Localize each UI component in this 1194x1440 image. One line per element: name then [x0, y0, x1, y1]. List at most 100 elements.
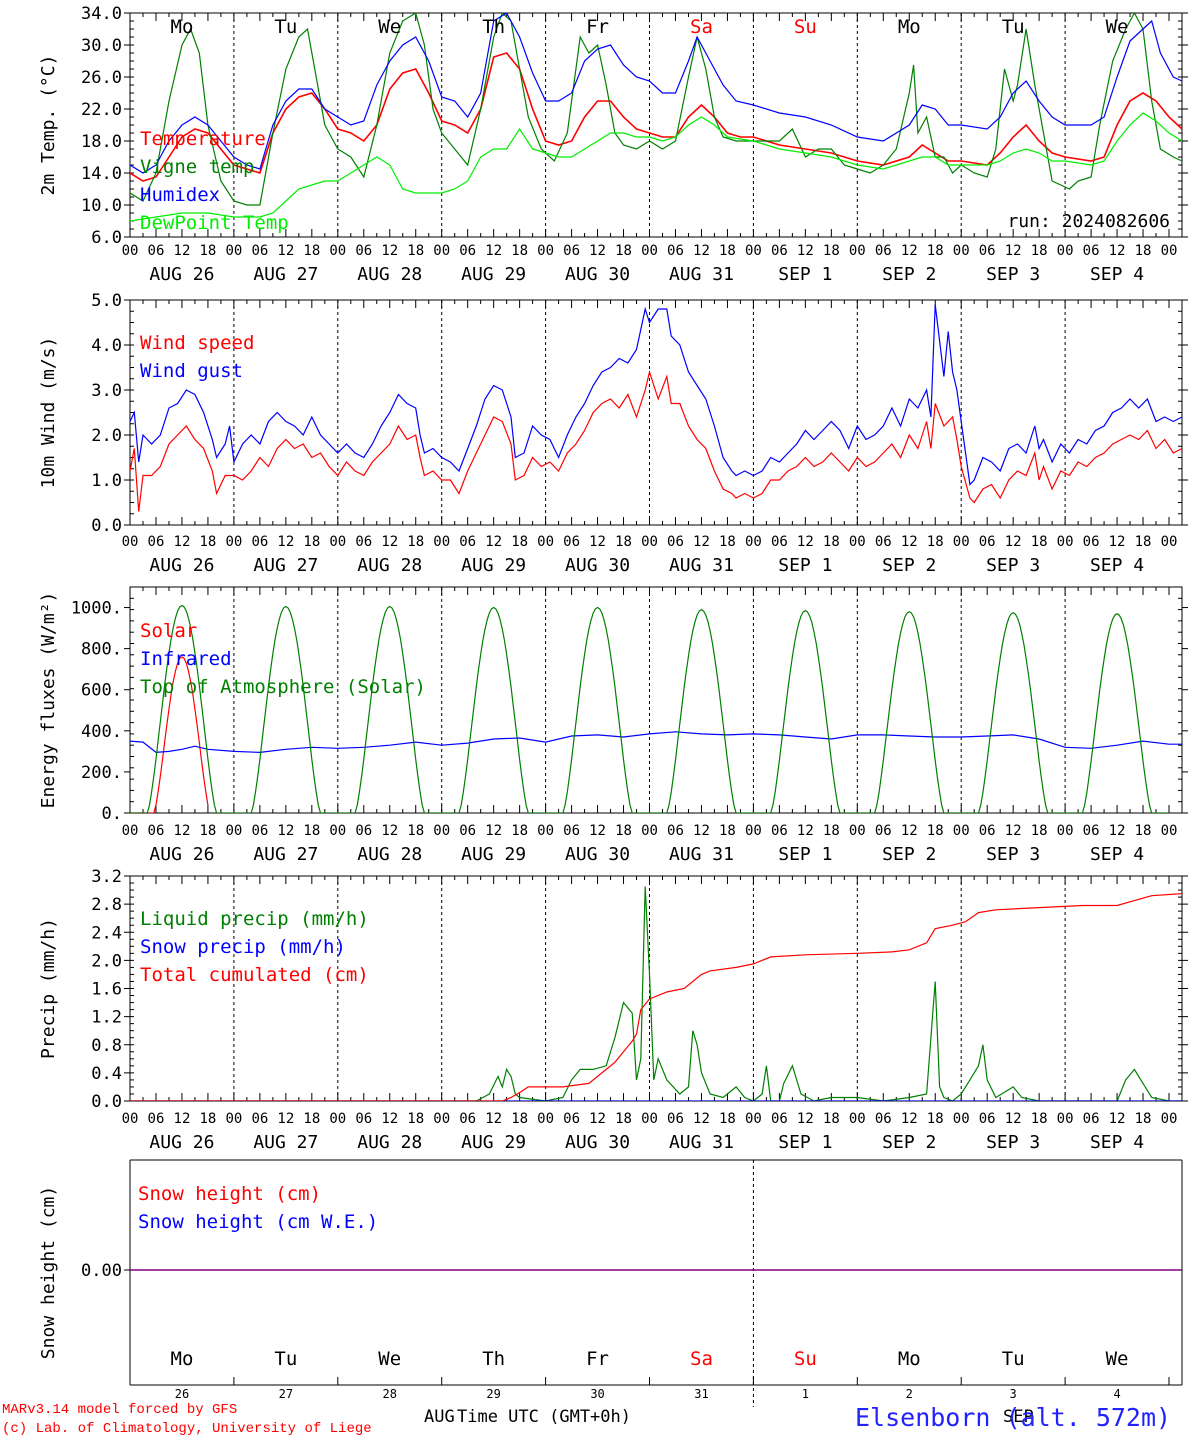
weekday-label: Fr [586, 1348, 609, 1370]
series-line-wind-gust [130, 304, 1182, 486]
legend-entry: Wind gust [140, 360, 243, 382]
hour-tick-label: 00 [1057, 823, 1074, 839]
hour-tick-label: 00 [1057, 534, 1074, 550]
hour-tick-label: 18 [407, 243, 424, 259]
day-number: 1 [802, 1387, 809, 1401]
series-line-vigne-temp [130, 13, 1182, 206]
month-left: AUG [424, 1407, 455, 1427]
y-tick-label: 0.0 [91, 516, 122, 536]
y-tick-label: 0.4 [91, 1064, 122, 1084]
hour-tick-label: 00 [641, 1111, 658, 1127]
weekday-label: Mo [898, 1348, 921, 1370]
series-line-dewpoint-temp [130, 112, 1182, 222]
y-tick-label: 30.0 [81, 36, 122, 56]
hour-tick-label: 00 [122, 1111, 139, 1127]
date-label: SEP 4 [1090, 844, 1144, 865]
y-tick-label: 3.0 [91, 381, 122, 401]
hour-tick-label: 18 [407, 534, 424, 550]
legend-entry: Vigne temp [140, 156, 254, 178]
hour-tick-label: 18 [927, 243, 944, 259]
y-tick-label: 0.00 [81, 1261, 122, 1281]
hour-tick-label: 18 [199, 823, 216, 839]
weekday-label: Mo [898, 16, 921, 38]
hour-tick-label: 12 [1109, 1111, 1126, 1127]
hour-tick-label: 00 [849, 534, 866, 550]
series-line-solar [130, 656, 209, 813]
y-axis-label: Snow height (cm) [38, 1186, 59, 1359]
date-label: AUG 28 [357, 1132, 422, 1153]
y-tick-label: 2.4 [91, 923, 122, 943]
hour-tick-label: 00 [745, 534, 762, 550]
weekday-label: Mo [171, 16, 194, 38]
date-label: AUG 28 [357, 555, 422, 576]
hour-tick-label: 18 [199, 534, 216, 550]
panel-1: 0.0 1.0 2.0 3.0 4.0 5.0 00 06 12 18 00 06 12 18 00 06 12… [38, 291, 1188, 576]
y-tick-label: 34.0 [81, 4, 122, 24]
hour-tick-label: 06 [148, 823, 165, 839]
date-label: AUG 31 [669, 844, 734, 865]
y-axis-label: Energy fluxes (W/m²) [38, 592, 59, 809]
hour-tick-label: 06 [459, 243, 476, 259]
y-tick-label: 1.2 [91, 1008, 122, 1028]
hour-tick-label: 18 [823, 243, 840, 259]
weekday-label: Su [794, 16, 817, 38]
date-label: AUG 30 [565, 264, 630, 285]
hour-tick-label: 12 [797, 534, 814, 550]
date-label: AUG 27 [253, 555, 318, 576]
day-number: 27 [279, 1387, 293, 1401]
plot-frame [129, 586, 1183, 814]
date-label: SEP 3 [986, 555, 1040, 576]
hour-tick-label: 18 [1031, 1111, 1048, 1127]
hour-tick-label: 18 [615, 823, 632, 839]
hour-tick-label: 12 [901, 1111, 918, 1127]
hour-tick-label: 06 [875, 823, 892, 839]
y-tick-label: 10.0 [81, 196, 122, 216]
hour-tick-label: 00 [953, 243, 970, 259]
y-tick-label: 600. [81, 681, 122, 701]
weekday-label: Mo [171, 1348, 194, 1370]
y-tick-label: 5.0 [91, 291, 122, 311]
hour-tick-label: 06 [771, 823, 788, 839]
hour-tick-label: 00 [225, 1111, 242, 1127]
hour-tick-label: 00 [122, 823, 139, 839]
hour-tick-label: 18 [927, 1111, 944, 1127]
date-label: SEP 4 [1090, 555, 1144, 576]
hour-tick-label: 00 [745, 243, 762, 259]
lab-credit: (c) Lab. of Climatology, University of L… [2, 1421, 372, 1437]
hour-tick-label: 18 [511, 534, 528, 550]
y-tick-label: 1.0 [91, 471, 122, 491]
hour-tick-label: 06 [771, 1111, 788, 1127]
hour-tick-label: 18 [823, 1111, 840, 1127]
y-tick-label: 0.0 [91, 1092, 122, 1112]
date-label: AUG 30 [565, 1132, 630, 1153]
date-label: SEP 1 [778, 264, 832, 285]
hour-tick-label: 00 [537, 1111, 554, 1127]
panel-4: 0.00 Snow height (cm) Snow height (cm) Snow… [38, 1159, 1183, 1407]
date-label: AUG 29 [461, 1132, 526, 1153]
date-label: AUG 30 [565, 844, 630, 865]
hour-tick-label: 06 [979, 1111, 996, 1127]
day-number: 28 [383, 1387, 397, 1401]
hour-tick-label: 06 [563, 1111, 580, 1127]
hour-tick-label: 18 [407, 823, 424, 839]
hour-tick-label: 18 [199, 1111, 216, 1127]
hour-tick-label: 00 [122, 534, 139, 550]
weekday-label: We [378, 1348, 401, 1370]
legend-entry: Snow height (cm) [138, 1183, 321, 1205]
day-number: 4 [1113, 1387, 1120, 1401]
date-label: AUG 31 [669, 264, 734, 285]
date-label: AUG 29 [461, 844, 526, 865]
date-label: SEP 2 [882, 844, 936, 865]
date-label: SEP 3 [986, 1132, 1040, 1153]
hour-tick-label: 06 [148, 534, 165, 550]
hour-tick-label: 00 [1161, 823, 1178, 839]
panel-0: 6.0 10.0 14.0 18.0 22.0 26.0 30.0 34.0 00 06 12 18 0… [38, 4, 1188, 285]
hour-tick-label: 12 [381, 243, 398, 259]
hour-tick-label: 00 [953, 823, 970, 839]
hour-tick-label: 06 [667, 243, 684, 259]
hour-tick-label: 18 [511, 823, 528, 839]
weekday-label: Sa [690, 16, 713, 38]
date-label: SEP 1 [778, 555, 832, 576]
hour-tick-label: 18 [199, 243, 216, 259]
hour-tick-label: 06 [251, 823, 268, 839]
